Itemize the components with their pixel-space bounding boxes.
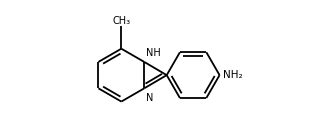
Text: CH₃: CH₃ <box>112 16 130 26</box>
Text: NH₂: NH₂ <box>223 70 243 80</box>
Text: NH: NH <box>146 48 161 58</box>
Text: N: N <box>146 93 154 103</box>
